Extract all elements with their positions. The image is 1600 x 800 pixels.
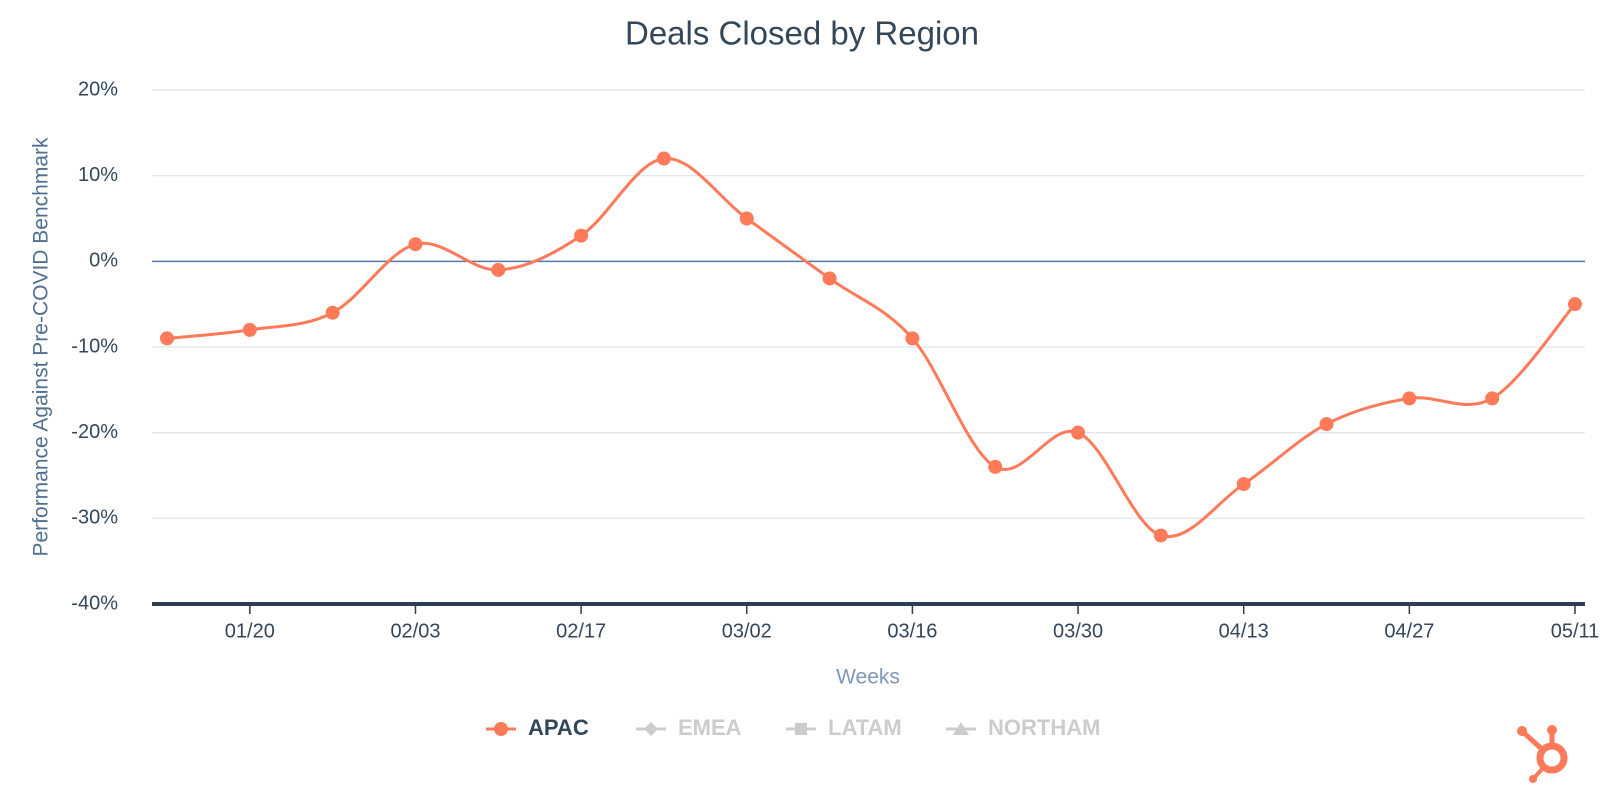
y-tick-label: -10% [71,335,118,357]
data-point [1568,297,1582,312]
hubspot-logo [1517,725,1568,783]
y-tick-label: 10% [78,164,118,186]
y-axis-label: Performance Against Pre-COVID Benchmark [30,137,53,556]
legend-label[interactable]: APAC [528,715,589,740]
x-tick-label: 01/20 [225,620,275,642]
y-tick-label: -40% [71,592,118,614]
y-tick-label: 0% [89,250,118,272]
x-tick-label: 02/17 [556,620,606,642]
y-tick-label: -20% [71,421,118,443]
x-tick-label: 03/30 [1053,620,1103,642]
data-point [905,331,920,346]
legend-marker [795,723,807,735]
legend-label[interactable]: LATAM [828,715,902,740]
data-point [1319,417,1334,432]
legend-label[interactable]: EMEA [678,715,742,740]
x-tick-label: 03/16 [887,620,937,642]
x-axis-label: Weeks [836,666,900,689]
x-tick-label: 04/13 [1219,620,1269,642]
legend-marker [494,722,508,736]
chart-title: Deals Closed by Region [625,15,979,52]
data-point [1153,528,1168,543]
data-point [822,271,837,286]
data-point [1071,425,1086,440]
legend-marker [953,722,969,735]
data-point [1236,477,1251,492]
y-tick-label: 20% [78,78,118,100]
legend-marker [644,722,658,736]
data-point [988,459,1003,474]
x-tick-label: 02/03 [390,620,440,642]
x-tick-label: 04/27 [1384,620,1434,642]
data-point [574,228,589,243]
data-point [1402,391,1417,406]
data-point [408,237,423,252]
data-point [325,305,340,320]
x-tick-label: 03/02 [722,620,772,642]
data-point [160,331,174,346]
data-point [242,322,257,337]
data-point [1485,391,1500,406]
data-point [491,262,506,277]
legend-label[interactable]: NORTHAM [988,715,1100,740]
data-point [739,211,754,226]
y-tick-label: -30% [71,507,118,529]
data-point [656,151,671,166]
x-tick-label: 05/11 [1551,620,1600,642]
